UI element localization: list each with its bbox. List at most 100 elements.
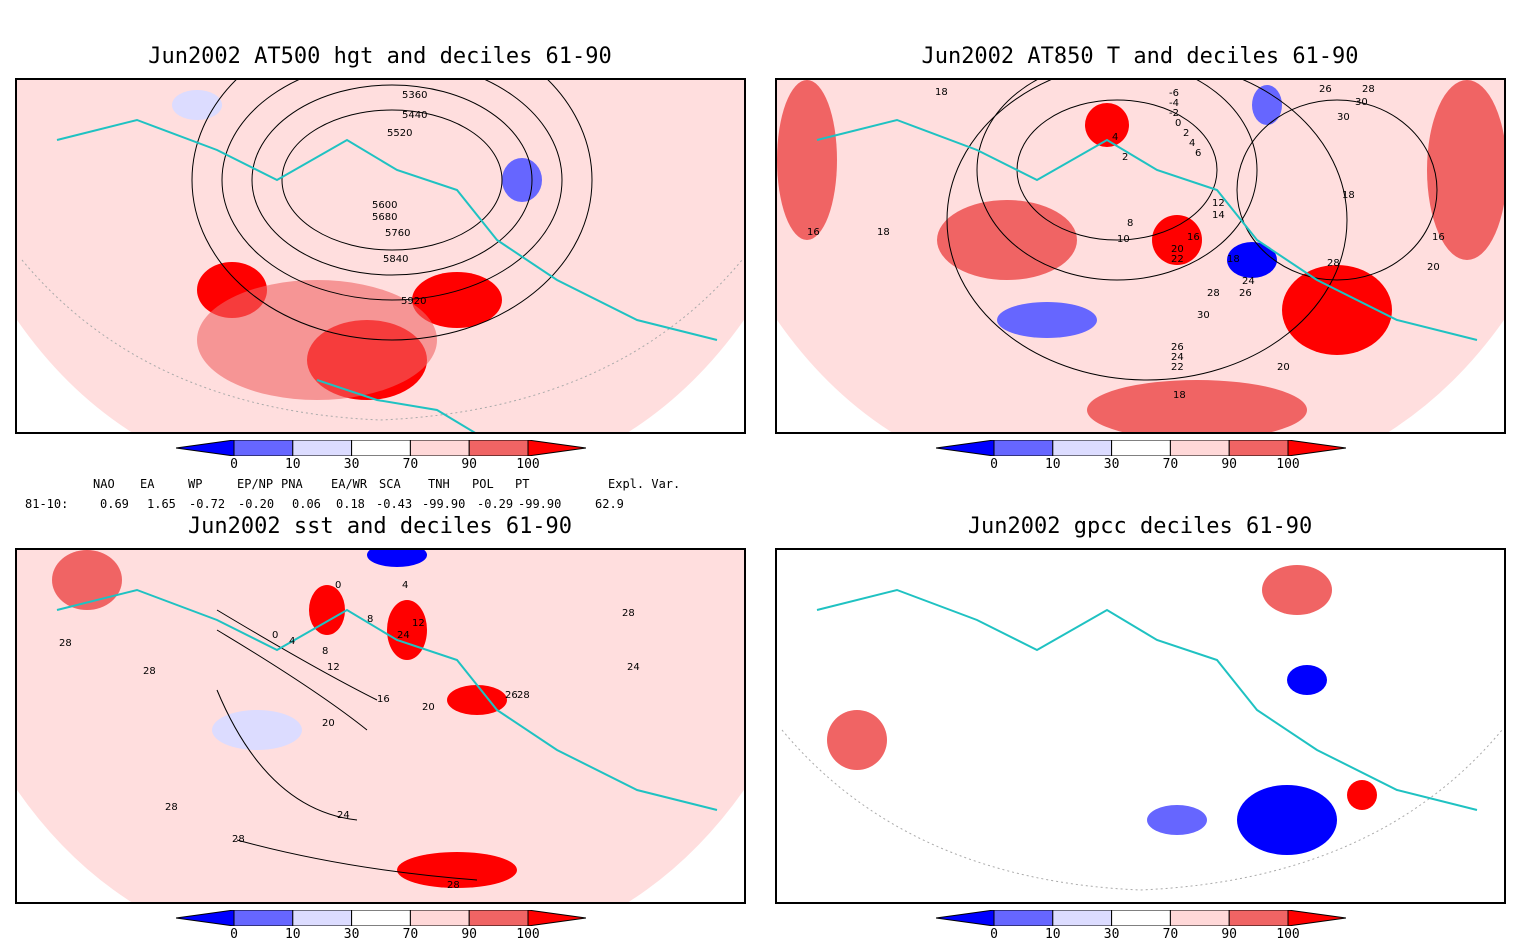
colorbar-segment bbox=[409, 439, 470, 457]
anomaly-red bbox=[412, 272, 502, 328]
anomaly-red bbox=[1152, 215, 1202, 265]
colorbar-tick-label: 100 bbox=[1276, 927, 1300, 942]
colorbar-tick-label: 70 bbox=[1162, 927, 1179, 942]
index-value: 0.69 bbox=[100, 497, 129, 511]
contour-label: 10 bbox=[1117, 234, 1130, 245]
colorbar-tick-label: 30 bbox=[343, 927, 360, 942]
colorbar-tick-label: 10 bbox=[1044, 927, 1061, 942]
hemisphere-fill bbox=[777, 80, 1504, 432]
colorbar-tick-label: 10 bbox=[284, 457, 301, 472]
anomaly-blue bbox=[502, 158, 542, 202]
contour-label: 5360 bbox=[402, 90, 427, 101]
contour-label: 4 bbox=[1189, 138, 1195, 149]
contour-line bbox=[191, 80, 593, 341]
contour-label: 30 bbox=[1355, 97, 1368, 108]
colorbar-segment bbox=[351, 909, 411, 927]
contour-label: 24 bbox=[1242, 276, 1255, 287]
colorbar-segment bbox=[468, 909, 529, 927]
hemisphere-fill bbox=[17, 550, 744, 902]
anomaly-red bbox=[827, 710, 887, 770]
contour-label: 28 bbox=[622, 608, 635, 619]
colorbar-segment bbox=[292, 439, 353, 457]
colorbar-segment bbox=[468, 439, 529, 457]
contour-line bbox=[976, 80, 1258, 281]
contour-line bbox=[216, 689, 358, 821]
colorbar-tick-label: 90 bbox=[461, 457, 478, 472]
contour-label: -4 bbox=[1169, 98, 1179, 109]
index-header: EA bbox=[140, 477, 155, 491]
colorbar-segment bbox=[1052, 909, 1113, 927]
contour-label: 8 bbox=[367, 614, 373, 625]
colorbar-segment bbox=[527, 439, 587, 457]
index-header: SCA bbox=[379, 477, 401, 491]
anomaly-red bbox=[1347, 780, 1377, 810]
anomaly-red bbox=[1282, 265, 1392, 355]
colorbar-tick-label: 100 bbox=[516, 457, 540, 472]
contour-label: 28 bbox=[232, 834, 245, 845]
colorbar-tick-label: 0 bbox=[990, 927, 998, 942]
contour-label: 16 bbox=[1432, 232, 1445, 243]
contour-label: 12 bbox=[1212, 198, 1225, 209]
colorbar-segment bbox=[1052, 439, 1113, 457]
index-header: WP bbox=[188, 477, 203, 491]
contour-label: 26 bbox=[505, 690, 518, 701]
colorbar-tick-label: 70 bbox=[402, 927, 419, 942]
contour-label: 20 bbox=[1171, 244, 1184, 255]
contour-label: 24 bbox=[397, 630, 410, 641]
colorbar-top-left: 0 10 30 70 90 100 bbox=[175, 439, 587, 472]
contour-label: 5840 bbox=[383, 254, 408, 265]
contour-label: 24 bbox=[1171, 352, 1184, 363]
contour-line bbox=[251, 84, 533, 276]
anomaly-red bbox=[1427, 80, 1504, 260]
map-at850-svg: 18 16 18 -6 -4 -2 0 2 4 6 4 2 8 10 12 14… bbox=[777, 80, 1504, 432]
map-at500-svg: 5360 5440 5520 5600 5680 5760 5840 5920 bbox=[17, 80, 744, 432]
panel-title-at850: Jun2002 AT850 T and deciles 61-90 bbox=[921, 44, 1359, 69]
anomaly-blue-light bbox=[212, 710, 302, 750]
index-header: EA/WR bbox=[331, 477, 368, 491]
map-panel-at850: 18 16 18 -6 -4 -2 0 2 4 6 4 2 8 10 12 14… bbox=[775, 78, 1506, 434]
index-header: EP/NP bbox=[237, 477, 274, 491]
contour-label: 14 bbox=[1212, 210, 1225, 221]
index-value: 1.65 bbox=[147, 497, 176, 511]
anomaly-red-mid bbox=[1087, 380, 1307, 432]
contour-label: 20 bbox=[422, 702, 435, 713]
colorbar-segment bbox=[175, 439, 235, 457]
colorbar-segment bbox=[1287, 439, 1347, 457]
contour-label: 18 bbox=[1227, 254, 1240, 265]
contour-label: 8 bbox=[322, 646, 328, 657]
colorbar-tick-label: 90 bbox=[1221, 927, 1238, 942]
contour-label: 18 bbox=[935, 87, 948, 98]
contour-label: 28 bbox=[1207, 288, 1220, 299]
contour-line bbox=[1236, 99, 1438, 281]
contour-label: 18 bbox=[1342, 190, 1355, 201]
contour-label: 28 bbox=[447, 880, 460, 891]
anomaly-red bbox=[1262, 565, 1332, 615]
contour-label: 28 bbox=[165, 802, 178, 813]
contour-line bbox=[216, 609, 378, 701]
colorbar-svg bbox=[175, 909, 587, 927]
colorbar-svg bbox=[935, 909, 1347, 927]
colorbar-segment bbox=[1111, 909, 1171, 927]
contour-label: 12 bbox=[412, 618, 425, 629]
colorbar-segment bbox=[1287, 909, 1347, 927]
anomaly-blue bbox=[997, 302, 1097, 338]
contour-label: 12 bbox=[327, 662, 340, 673]
contour-label: 26 bbox=[1319, 84, 1332, 95]
anomaly-red-mid bbox=[197, 280, 437, 400]
colorbar-tick-label: 10 bbox=[284, 927, 301, 942]
index-value: -0.20 bbox=[238, 497, 275, 511]
map-panel-sst: 28 28 0 4 8 12 16 20 24 28 28 28 28 24 2… bbox=[15, 548, 746, 904]
anomaly-red bbox=[387, 600, 427, 660]
panel-title-at500: Jun2002 AT500 hgt and deciles 61-90 bbox=[148, 44, 612, 69]
contour-label: 28 bbox=[517, 690, 530, 701]
contour-label: 5920 bbox=[401, 296, 426, 307]
colorbar-segment bbox=[233, 909, 294, 927]
contour-label: 4 bbox=[402, 580, 408, 591]
index-header: Expl. Var. bbox=[608, 477, 681, 491]
anomaly-red bbox=[447, 685, 507, 715]
colorbar-bottom-left: 0 10 30 70 90 100 bbox=[175, 909, 587, 942]
colorbar-segment bbox=[292, 909, 353, 927]
anomaly-red bbox=[397, 852, 517, 888]
anomaly-red bbox=[309, 585, 345, 635]
colorbar-top-right: 0 10 30 70 90 100 bbox=[935, 439, 1347, 472]
